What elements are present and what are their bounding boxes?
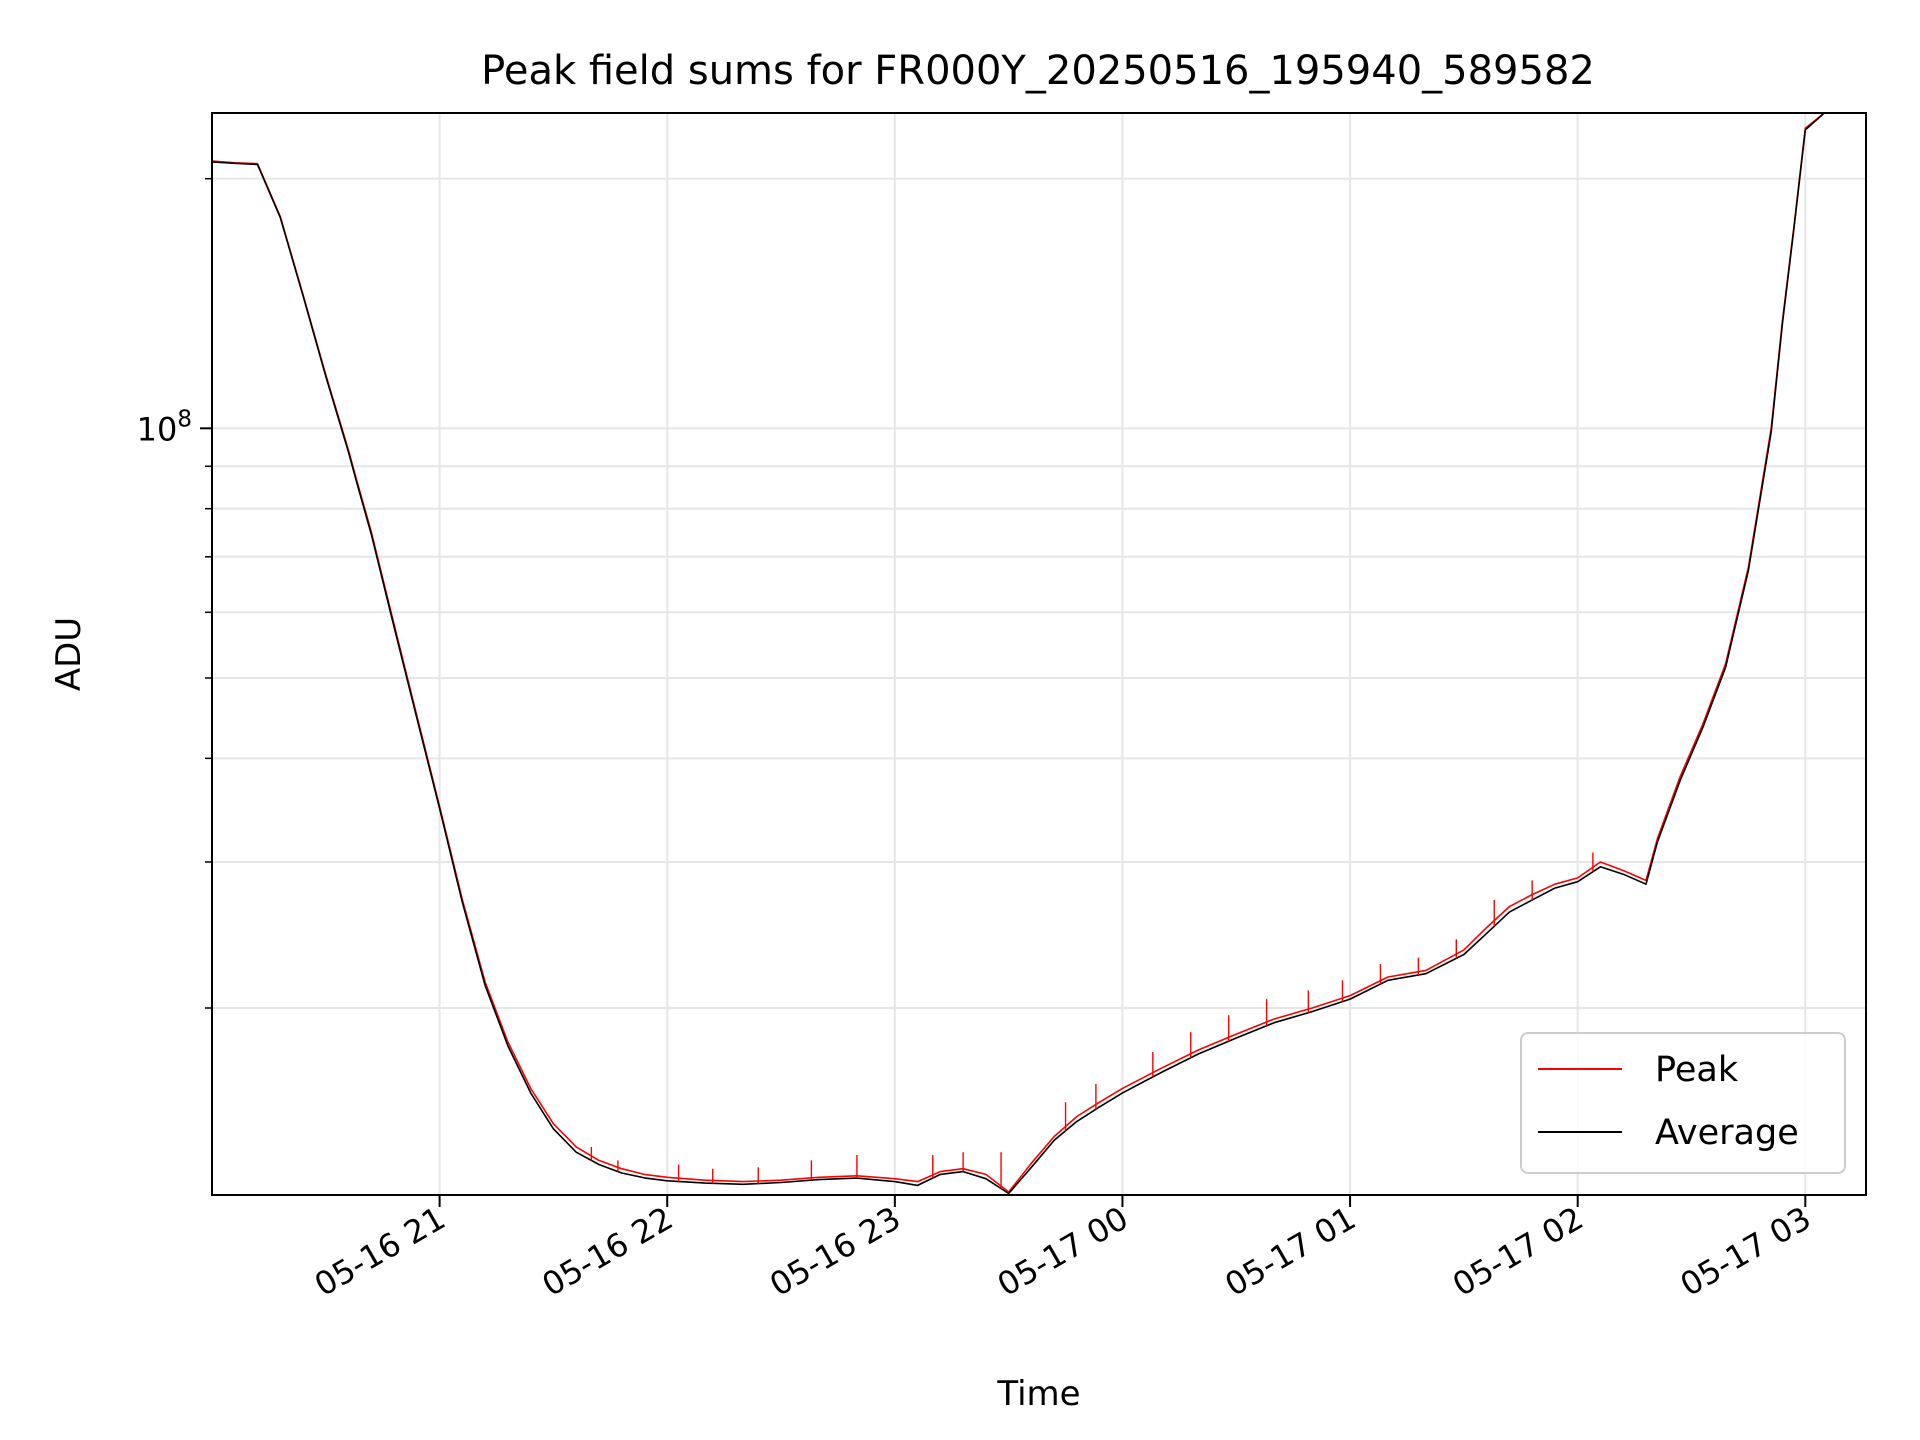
y-axis-ticks: 108 [137,177,212,1009]
legend: Peak Average [1520,1032,1846,1174]
y-axis-label: ADU [49,617,89,691]
plot-frame [211,112,1867,1196]
chart-title: Peak field sums for FR000Y_20250516_1959… [481,48,1595,94]
series-lines [211,112,1825,1195]
plot-background [212,113,1866,1195]
series-line-average [211,112,1825,1195]
plot-area [211,112,1867,1196]
y-tick-label: 108 [137,406,192,448]
y-tick-label-base: 10 [137,410,178,448]
legend-label-average: Average [1655,1113,1799,1153]
legend-label-peak: Peak [1655,1050,1739,1090]
grid [212,113,1866,1195]
x-axis-label: Time [996,1374,1080,1414]
y-tick-label-exponent: 8 [177,406,192,432]
